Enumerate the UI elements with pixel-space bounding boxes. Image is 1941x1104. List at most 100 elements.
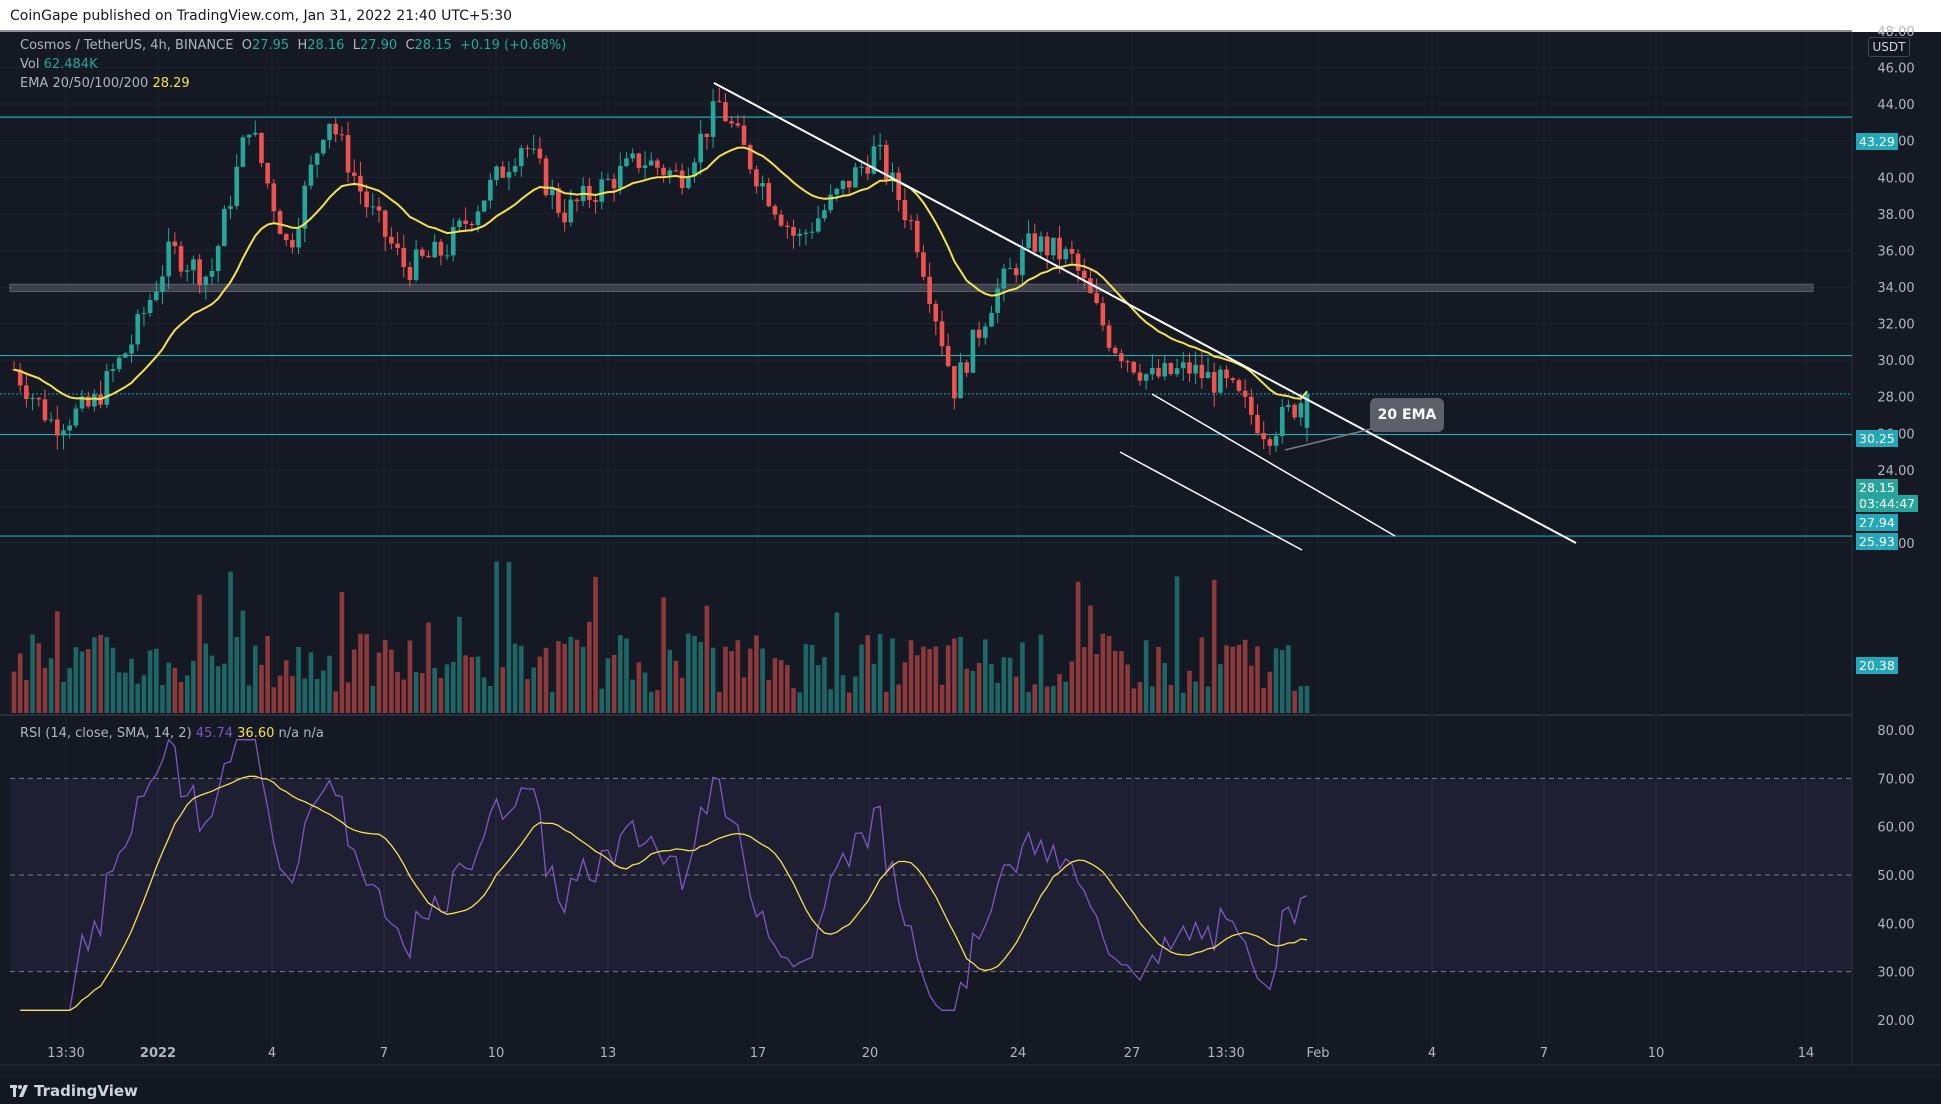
candle-body [135,314,141,345]
axes: 48.0046.0044.0042.0040.0038.0036.0034.00… [47,25,1914,1061]
price-tick-label: 32.00 [1877,318,1914,333]
volume-bar [624,638,629,713]
candle-body [896,172,901,201]
candle-body [389,236,394,244]
candle-body [153,291,159,300]
volume-bar [896,684,901,713]
time-tick-label: 20 [862,1046,879,1061]
candle-body [327,123,332,140]
volume-bar [160,684,165,713]
volume-bar [1249,665,1254,713]
volume-bar [376,652,382,713]
candle-body [803,232,809,234]
candle-body [277,211,283,235]
unit-badge[interactable]: USDT [1868,37,1910,57]
candle-body [1205,371,1211,379]
time-tick-label: 14 [1798,1046,1815,1061]
price-tick-label: 24.00 [1877,464,1914,479]
candle-body [1249,396,1254,415]
candle-body [265,163,270,184]
candle-body [1211,371,1217,393]
volume-bar [475,656,481,713]
ema-callout: 20 EMA [1370,398,1444,432]
candle-body [630,153,635,159]
candle-body [500,166,506,178]
time-tick-label: 4 [268,1046,276,1061]
candle-body [525,148,530,150]
volume-bar [30,634,35,713]
rsi-tick-label: 20.00 [1877,1014,1914,1029]
candle-body [642,165,648,168]
volume-bar [840,675,846,713]
candle-body [413,249,419,280]
volume-bar [815,665,821,713]
volume-bar [1007,657,1013,713]
candle-body [420,249,425,256]
volume-bar [593,576,598,713]
price-tag: 28.15 [1856,479,1898,496]
candle-body [1193,364,1198,374]
price-tick-label: 28.00 [1877,391,1914,406]
volume-bar [952,638,957,713]
price-tick-label: 44.00 [1877,98,1914,113]
candle-body [1242,390,1248,397]
volume-bar [568,636,574,713]
volume-bar [512,643,518,713]
candle-body [1267,439,1273,446]
candle-body [617,166,623,189]
candle-body [822,210,827,219]
candle-body [1069,249,1075,254]
volume-bar [1081,647,1087,713]
chart-svg[interactable]: 48.0046.0044.0042.0040.0038.0036.0034.00… [0,0,1941,1078]
volume-bar [989,664,994,713]
candle-body [667,170,673,176]
volume-bar [265,635,270,713]
volume-bar [67,668,72,713]
candle-body [574,199,580,202]
candle-body [1088,278,1093,294]
candle-body [345,135,351,173]
volume-bar [444,664,450,713]
legend-ema-label: EMA 20/50/100/200 [20,76,149,91]
volume-bar [661,597,666,713]
candle-body [104,371,110,405]
volume-bar [1273,648,1279,713]
candle-body [1255,414,1260,434]
legend-o-label: O [241,38,252,53]
volume-bar [1279,650,1285,713]
candle-body [364,191,369,208]
candle-body [599,179,605,202]
grid-lines [0,30,1941,1066]
legend-rsi-na: n/a n/a [278,726,324,741]
volume-bar [766,679,772,713]
time-tick-label: 27 [1124,1046,1141,1061]
candle-body [259,132,264,164]
volume-bar [1032,684,1038,713]
volume-bar [141,675,147,713]
volume-bar [1224,645,1229,713]
legend-change: +0.19 (+0.68%) [460,38,567,53]
price-tick-label: 36.00 [1877,244,1914,259]
candle-body [67,425,72,431]
candle-body [648,160,654,166]
legend-l-label: L [352,38,360,53]
volume-bar [166,662,171,713]
price-tag: 27.94 [1856,514,1898,531]
candle-body [110,369,116,372]
volume-bar [407,640,413,713]
candle-body [865,166,871,174]
volume-bar [1187,670,1192,713]
volume-bar [587,621,592,713]
volume-bar [240,610,246,713]
volume-bar [785,665,790,713]
volume-bar [215,666,221,713]
candle-body [160,276,165,292]
rsi-panel [10,738,1852,1011]
volume-bar [710,647,716,713]
candle-body [747,145,753,170]
candle-body [679,170,685,189]
candle-body [809,231,815,233]
legend-ema-value: 28.29 [152,76,190,91]
volume-bar [1242,639,1248,713]
volume-bar [104,637,110,713]
